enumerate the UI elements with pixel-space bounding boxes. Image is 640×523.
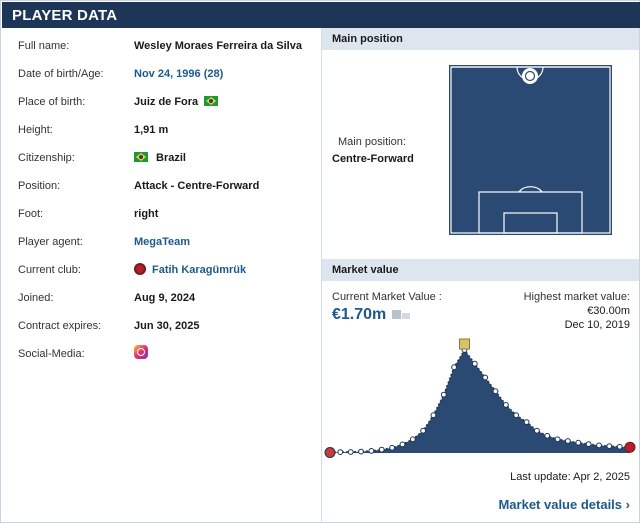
dob-link[interactable]: Nov 24, 1996 (28) [134, 68, 224, 80]
brazil-flag-icon [134, 152, 148, 162]
joined-value: Aug 9, 2024 [134, 292, 196, 304]
penalty-arc [518, 186, 543, 193]
market-value-header: Market value [322, 259, 639, 281]
market-value-point [596, 442, 602, 449]
market-value-chart[interactable] [322, 338, 640, 468]
current-club-value: Fatih Karagümrük [152, 264, 247, 276]
market-value-details-link[interactable]: Market value details › [498, 497, 630, 512]
place-of-birth-value-wrap: Juiz de Fora [134, 92, 219, 112]
place-of-birth-label: Place of birth: [18, 96, 86, 108]
full-name-value: Wesley Moraes Ferreira da Silva [134, 40, 302, 52]
market-value-point [347, 449, 354, 455]
social-media-value [134, 344, 148, 364]
goal-box [503, 212, 558, 234]
player-info-list: Full name: Wesley Moraes Ferreira da Sil… [2, 28, 320, 523]
main-position-value: Centre-Forward [332, 153, 414, 165]
main-position-header: Main position [322, 28, 639, 50]
panel-header: PLAYER DATA [2, 2, 640, 28]
main-position-label: Main position: [338, 136, 406, 148]
market-value-point [565, 438, 571, 444]
market-value-point [544, 432, 551, 439]
highest-market-value-label: Highest market value: [523, 291, 630, 303]
market-value-point [616, 443, 623, 450]
last-update: Last update: Apr 2, 2025 [510, 471, 630, 483]
peak-club-crest [459, 338, 470, 350]
panel-title: PLAYER DATA [12, 7, 118, 24]
brazil-flag-icon [204, 96, 219, 106]
citizenship-label: Citizenship: [18, 152, 75, 164]
current-club-crest [624, 441, 636, 453]
foot-value: right [134, 208, 159, 220]
full-name-label: Full name: [18, 40, 70, 52]
pitch-diagram [449, 65, 612, 235]
market-value-point [534, 427, 540, 434]
position-label: Position: [18, 180, 61, 192]
agent-label: Player agent: [18, 236, 83, 248]
current-market-value: €1.70m [332, 306, 387, 323]
market-value-details-label: Market value details [498, 497, 623, 512]
market-value-area [330, 350, 630, 453]
place-of-birth-value: Juiz de Fora [134, 96, 199, 108]
market-value-point [585, 441, 592, 447]
market-value-point [451, 364, 458, 371]
market-value-point [471, 360, 478, 367]
social-media-label: Social-Media: [18, 348, 85, 360]
height-label: Height: [18, 124, 53, 136]
instagram-icon[interactable] [134, 345, 148, 359]
market-value-point [523, 419, 530, 425]
joined-label: Joined: [18, 292, 54, 304]
position-value: Attack - Centre-Forward [134, 180, 260, 192]
market-value-point [358, 448, 364, 455]
market-value-point [492, 388, 499, 395]
market-value-point [440, 391, 447, 398]
citizenship-value: Brazil [156, 152, 186, 164]
current-market-value-label: Current Market Value : [332, 291, 442, 303]
compare-icon[interactable] [392, 310, 410, 320]
market-value-point [554, 436, 561, 443]
market-value-point [389, 444, 395, 451]
market-value-point [430, 412, 437, 419]
market-value-point [482, 374, 489, 381]
position-marker [522, 68, 538, 84]
market-value-point [399, 441, 406, 448]
market-value-point [513, 412, 520, 419]
highest-market-value: €30.00m [587, 305, 630, 317]
club-crest-icon [134, 263, 146, 275]
position-marker-inner [524, 70, 536, 82]
market-value-point [378, 446, 385, 453]
market-value-point [606, 443, 613, 449]
market-value-point [420, 427, 426, 434]
contract-expires-value: Jun 30, 2025 [134, 320, 200, 332]
height-value: 1,91 m [134, 124, 169, 136]
market-value-point [337, 449, 344, 455]
market-value-point [575, 439, 582, 446]
highest-market-value-date: Dec 10, 2019 [564, 319, 630, 331]
contract-expires-label: Contract expires: [18, 320, 102, 332]
chevron-right-icon: › [625, 497, 630, 512]
market-value-point [368, 448, 375, 454]
agent-link[interactable]: MegaTeam [134, 236, 191, 248]
current-club-label: Current club: [18, 264, 81, 276]
current-club-link[interactable]: Fatih Karagümrük [134, 260, 246, 280]
pitch-field [449, 65, 612, 235]
foot-label: Foot: [18, 208, 44, 220]
column-divider [321, 28, 322, 523]
market-value-point [409, 436, 416, 443]
citizenship-value-wrap: Brazil [134, 148, 186, 168]
market-value-point [503, 402, 509, 408]
dob-label: Date of birth/Age: [18, 68, 104, 80]
first-club-crest [324, 447, 336, 458]
